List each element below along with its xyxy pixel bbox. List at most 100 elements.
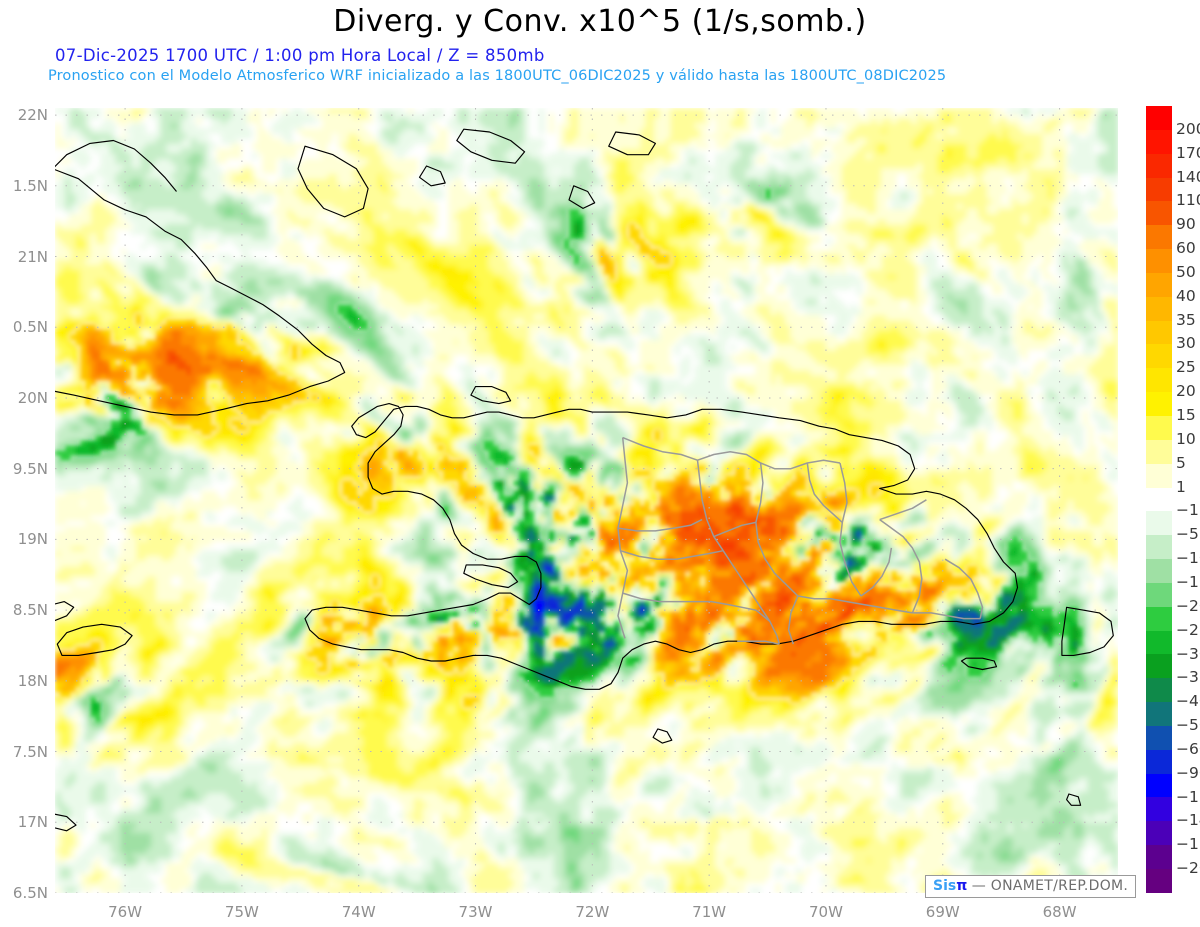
- colorbar-cell: [1146, 177, 1172, 202]
- province-border: [622, 592, 771, 622]
- colorbar-cell: [1146, 392, 1172, 416]
- coastline-bahama-5: [418, 165, 446, 187]
- colorbar-cell: [1146, 654, 1172, 679]
- colorbar-tick-label: 25: [1176, 358, 1196, 377]
- colorbar-tick-label: 170: [1176, 143, 1200, 162]
- latitude-tick-label: 7.5N: [12, 742, 48, 761]
- colorbar-cell: [1146, 201, 1172, 226]
- colorbar-cell: [1146, 272, 1172, 297]
- colorbar-cell: [1146, 153, 1172, 178]
- credit-badge: Sisπ — ONAMET/REP.DOM.: [925, 875, 1137, 898]
- colorbar-cell: [1146, 511, 1172, 536]
- colorbar-tick-label: 140: [1176, 167, 1200, 186]
- coastline-gonave: [463, 564, 519, 589]
- longitude-tick-label: 69W: [925, 903, 960, 921]
- colorbar-tick-label: 15: [1176, 406, 1196, 425]
- colorbar-tick-label: 35: [1176, 310, 1196, 329]
- colorbar-tick-label: 10: [1176, 429, 1196, 448]
- colorbar-tick-label: −25: [1176, 620, 1200, 639]
- colorbar-swatches[interactable]: [1146, 106, 1172, 893]
- colorbar-cell: [1146, 749, 1172, 774]
- coastline-saona: [960, 657, 998, 671]
- province-border: [737, 640, 780, 645]
- colorbar-cell: [1146, 415, 1172, 440]
- province-border: [755, 462, 799, 597]
- province-border: [879, 499, 927, 521]
- coastline-sw-islet: [55, 813, 77, 832]
- page-title: Diverg. y Conv. x10^5 (1/s,somb.): [333, 4, 867, 39]
- field-band: [55, 324, 928, 693]
- province-border: [713, 521, 757, 538]
- colorbar-tick-label: 90: [1176, 215, 1196, 234]
- colorbar-cell: [1146, 106, 1172, 130]
- colorbar-tick-label: 30: [1176, 334, 1196, 353]
- colorbar-tick-label: 20: [1176, 382, 1196, 401]
- colorbar-cell: [1146, 368, 1172, 393]
- colorbar-tick-label: 1: [1176, 477, 1186, 496]
- field-band: [533, 601, 545, 612]
- colorbar-tick-label: −50: [1176, 716, 1200, 735]
- field-band: [55, 108, 1118, 893]
- coastline-bahama-1: [297, 145, 369, 218]
- coastline-mona: [1066, 793, 1082, 806]
- sispi-brand-text: Sis: [933, 878, 957, 894]
- latitude-tick-label: 19N: [17, 530, 48, 549]
- colorbar-cell: [1146, 797, 1172, 822]
- colorbar-tick-label: 40: [1176, 286, 1196, 305]
- province-border: [697, 450, 841, 470]
- latitude-tick-label: 21N: [17, 247, 48, 266]
- coastline-bahama-4: [568, 185, 596, 209]
- colorbar-cell: [1146, 630, 1172, 655]
- colorbar-cell: [1146, 320, 1172, 345]
- colorbar-cell: [1146, 344, 1172, 369]
- longitude-tick-label: 72W: [575, 903, 610, 921]
- province-border: [860, 547, 893, 597]
- latitude-tick-label: 9.5N: [12, 459, 48, 478]
- colorbar-cell: [1146, 725, 1172, 750]
- latitude-tick-label: 0.5N: [12, 318, 48, 337]
- coastline-beata: [652, 728, 673, 744]
- colorbar-cell: [1146, 582, 1172, 607]
- colorbar-tick-label: 200: [1176, 119, 1200, 138]
- latitude-tick-label: 18N: [17, 671, 48, 690]
- longitude-tick-label: 70W: [808, 903, 843, 921]
- colorbar-cell: [1146, 845, 1172, 869]
- province-border: [806, 462, 843, 523]
- province-border: [617, 437, 629, 639]
- colorbar-tick-label: −140: [1176, 811, 1200, 830]
- colorbar-tick-label: −110: [1176, 787, 1200, 806]
- model-run-description-subtitle: Pronostico con el Modelo Atmosferico WRF…: [48, 68, 947, 84]
- colorbar-cell: [1146, 559, 1172, 583]
- colorbar-tick-label: −30: [1176, 644, 1200, 663]
- organization-label: — ONAMET/REP.DOM.: [971, 878, 1129, 894]
- colorbar-tick-label: 50: [1176, 262, 1196, 281]
- field-band: [55, 148, 1118, 768]
- map-plot-area[interactable]: [55, 108, 1118, 893]
- colorbar-tick-label: 60: [1176, 239, 1196, 258]
- colorbar-cell: [1146, 249, 1172, 273]
- latitude-tick-label: 20N: [17, 388, 48, 407]
- forecast-valid-time-subtitle: 07-Dic-2025 1700 UTC / 1:00 pm Hora Loca…: [55, 46, 545, 65]
- colorbar-cell: [1146, 821, 1172, 846]
- field-band: [508, 495, 1023, 683]
- colorbar-tick-label: −60: [1176, 739, 1200, 758]
- colorbar-tick-label: −10: [1176, 549, 1200, 568]
- field-band: [55, 108, 1118, 893]
- coastline-jamaica-w: [55, 601, 75, 622]
- province-border: [622, 436, 698, 461]
- colorbar-tick-label: −20: [1176, 596, 1200, 615]
- province-border: [839, 462, 862, 597]
- field-band: [437, 480, 1079, 683]
- colorbar-cell: [1146, 702, 1172, 726]
- province-border: [912, 612, 981, 620]
- field-band: [55, 108, 1109, 893]
- province-border: [620, 549, 724, 560]
- colorbar-tick-label: −1: [1176, 501, 1199, 520]
- colorbar-cell: [1146, 869, 1172, 893]
- longitude-tick-label: 73W: [458, 903, 493, 921]
- coastline-cuba-east: [55, 169, 346, 416]
- province-border: [787, 595, 799, 645]
- province-border: [797, 595, 913, 614]
- latitude-tick-label: 8.5N: [12, 601, 48, 620]
- colorbar-tick-label: −15: [1176, 572, 1200, 591]
